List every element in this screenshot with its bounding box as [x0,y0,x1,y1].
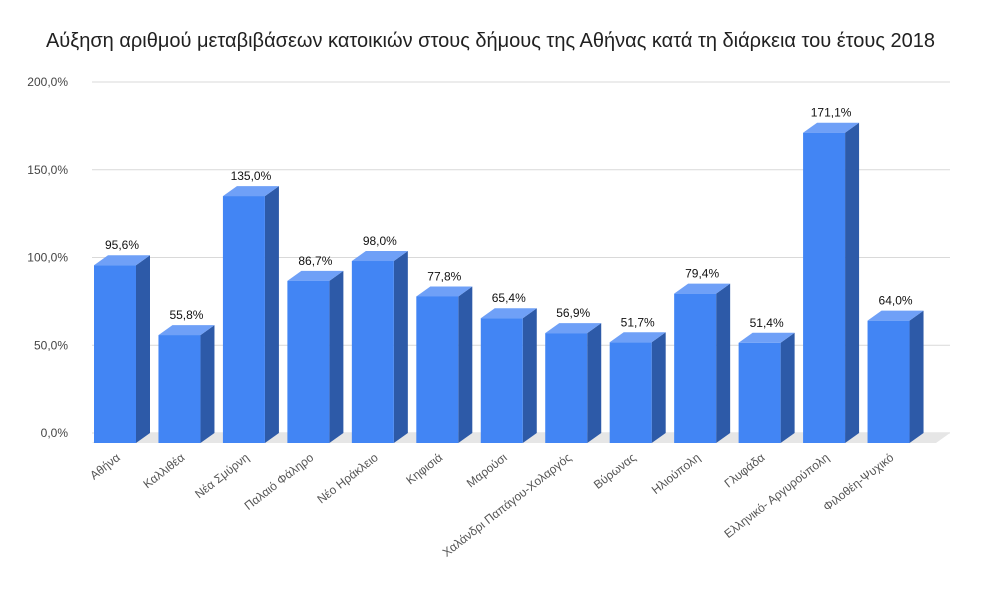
bar-front [94,265,136,443]
data-label: 98,0% [363,234,397,248]
y-tick-label: 200,0% [27,75,68,89]
data-label: 79,4% [685,267,719,281]
y-tick-label: 50,0% [34,338,68,352]
bar-top [803,122,860,133]
data-label: 64,0% [879,294,913,308]
bar-top [545,323,602,334]
bar [674,283,731,443]
bar-front [287,280,330,443]
bar-side [716,283,731,443]
bar-front [480,318,523,443]
bar-front [674,293,717,443]
x-tick-label: Ελληνικό- Αργυρούπολη [721,450,831,541]
bar [480,308,537,443]
bar-side [845,122,860,444]
bar [867,310,924,443]
y-tick-label: 150,0% [27,163,68,177]
bar-side [329,270,344,443]
bar-front [158,335,201,443]
bar [158,325,215,443]
bar-top [351,251,408,262]
bar-front [351,261,394,443]
bar-side [780,332,795,443]
bar-front [803,132,846,444]
x-tick-label: Βύρωνας [591,450,639,492]
data-label: 77,8% [427,269,461,283]
bar-side [909,310,924,443]
bar [545,323,602,443]
bar [416,286,473,443]
x-tick-label: Παλαιό Φάληρο [242,450,317,513]
x-tick-label: Αθήνα [87,450,123,482]
x-tick-label: Μαρούσι [464,450,510,490]
bar-side [136,255,150,443]
bar-front [545,333,588,443]
bar-top [158,325,215,336]
data-label: 95,6% [105,238,139,252]
bar-side [264,186,279,443]
bar-side [393,251,408,443]
data-label: 51,4% [750,316,784,330]
bar [222,186,279,443]
bar [738,332,795,443]
bar [287,270,344,443]
bar-top [867,310,924,321]
bar-side [587,323,602,443]
data-label: 135,0% [231,169,272,183]
data-label: 65,4% [492,291,526,305]
bar-top [480,308,537,319]
bar-side [522,308,537,443]
x-tick-label: Χαλάνδρι Παπάγου-Χολαργός [440,450,575,559]
x-tick-label: Νέο Ηράκλειο [314,450,381,506]
bar-top [609,332,666,343]
bar-front [416,296,459,443]
bar-front [222,196,265,443]
bar-top [674,283,731,294]
bar-side [458,286,473,443]
x-tick-label: Νέα Σμύρνη [192,450,252,501]
bar-top [416,286,473,297]
bar [609,332,666,443]
bar-front [609,342,652,443]
bar-top [94,255,150,266]
bar-front [738,342,781,443]
data-label: 55,8% [169,308,203,322]
x-tick-label: Γλυφάδα [722,450,768,490]
bar [94,255,150,443]
x-tick-label: Κηφισιά [403,450,445,487]
bar [351,251,408,443]
chart-title: Αύξηση αριθμού μεταβιβάσεων κατοικιών στ… [45,30,936,52]
y-tick-label: 100,0% [27,251,68,265]
bar-side [651,332,666,443]
x-tick-label: Ηλιούπολη [649,450,703,497]
data-label: 51,7% [621,315,655,329]
data-label: 56,9% [556,306,590,320]
data-label: 86,7% [298,254,332,268]
bar-top [287,270,344,281]
bar-top [738,332,795,343]
bar-side [200,325,215,443]
y-tick-label: 0,0% [41,426,69,440]
data-label: 171,1% [811,106,852,120]
x-tick-label: Φιλοθέη-Ψυχικό [820,450,896,514]
bar-front [867,320,910,443]
bar-top [222,186,279,197]
x-tick-label: Καλλιθέα [141,450,188,491]
bar [803,122,860,444]
